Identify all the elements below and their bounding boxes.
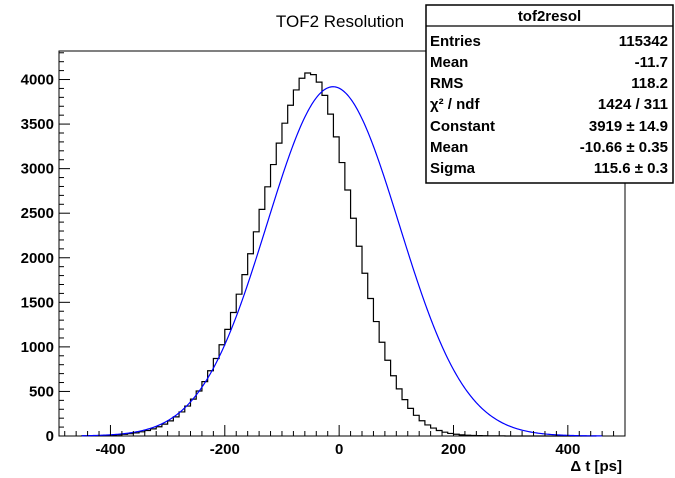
- x-axis-label: Δ t [ps]: [570, 458, 622, 475]
- histogram-bin: [351, 218, 357, 436]
- histogram-bin: [345, 190, 351, 436]
- stats-label-sigma: Sigma: [430, 160, 476, 177]
- histogram-bin: [196, 391, 202, 436]
- histogram-bin: [362, 273, 368, 436]
- histogram-bin: [391, 376, 397, 436]
- histogram-bin: [190, 399, 196, 436]
- stats-label-rms: RMS: [430, 75, 463, 92]
- stats-box: tof2resol Entries 115342 Mean -11.7 RMS …: [425, 4, 674, 184]
- stats-label-constant: Constant: [430, 118, 495, 135]
- histogram-bin: [419, 421, 425, 436]
- histogram-bin: [208, 371, 214, 436]
- histogram-bin: [311, 75, 317, 436]
- histogram-bin: [179, 412, 185, 436]
- stats-value-rms: 118.2: [631, 75, 668, 92]
- histogram-bin: [396, 389, 402, 436]
- y-tick-label: 1000: [21, 339, 54, 356]
- x-tick-label: 400: [555, 441, 580, 458]
- stats-box-frame: [425, 4, 674, 184]
- histogram-outline: [81, 72, 597, 437]
- histogram-bin: [328, 114, 334, 436]
- histogram-bin: [253, 232, 259, 436]
- histogram-bin: [379, 342, 385, 436]
- histogram-bin: [368, 298, 374, 436]
- histogram-bin: [402, 400, 408, 436]
- y-tick-label: 3000: [21, 161, 54, 178]
- fit-layer: [81, 86, 603, 437]
- histogram-bin: [322, 95, 328, 436]
- stats-value-sigma: 115.6 ± 0.3: [594, 160, 668, 177]
- histogram-bin: [425, 425, 431, 436]
- histogram-bin: [436, 430, 442, 436]
- stats-box-title: tof2resol: [518, 8, 581, 25]
- histogram-bin: [408, 408, 414, 436]
- stats-value-fit-mean: -10.66 ± 0.35: [580, 139, 668, 156]
- histogram-bin: [139, 432, 145, 436]
- x-tick-label: 200: [441, 441, 466, 458]
- stats-label-mean: Mean: [430, 54, 468, 71]
- stats-label-chi2: χ² / ndf: [430, 96, 480, 113]
- stats-value-mean: -11.7: [635, 54, 668, 71]
- histogram-bin: [173, 417, 179, 436]
- stats-value-entries: 115342: [619, 33, 668, 50]
- histogram-bin: [265, 187, 271, 436]
- gaussian-fit-curve: [81, 86, 603, 437]
- histogram-bin: [373, 322, 379, 436]
- histogram-bin: [168, 421, 174, 436]
- stats-label-fit-mean: Mean: [430, 139, 468, 156]
- histogram-bin: [305, 73, 311, 436]
- histogram-bin: [225, 329, 231, 436]
- histogram-bin: [145, 430, 151, 436]
- histogram-bin: [150, 429, 156, 436]
- stats-label-entries: Entries: [430, 33, 481, 50]
- chart-title: TOF2 Resolution: [276, 12, 404, 31]
- histogram-bin: [231, 312, 237, 436]
- histogram-bin: [339, 163, 345, 436]
- histogram-bin: [288, 105, 294, 436]
- histogram-bin: [385, 360, 391, 436]
- y-tick-label: 3500: [21, 116, 54, 133]
- histogram-bin: [299, 78, 305, 436]
- histogram-bin: [213, 358, 219, 436]
- y-tick-label: 4000: [21, 72, 54, 89]
- y-tick-label: 0: [46, 428, 54, 445]
- stats-value-chi2: 1424 / 311: [598, 96, 668, 113]
- histogram-bin: [202, 382, 208, 436]
- y-tick-label: 2500: [21, 205, 54, 222]
- histogram-bin: [413, 415, 419, 436]
- axis-layer: -400 -200 0 200 4000500100015002000250030003…: [21, 52, 626, 458]
- x-tick-label: 0: [335, 441, 343, 458]
- histogram-bin: [162, 424, 168, 436]
- histogram-bin: [156, 427, 162, 436]
- histogram-bin: [431, 428, 437, 436]
- y-tick-label: 2000: [21, 250, 54, 267]
- stats-value-constant: 3919 ± 14.9: [589, 118, 668, 135]
- histogram-bin: [219, 345, 225, 436]
- histogram-layer: [81, 72, 597, 437]
- histogram-bin: [333, 137, 339, 436]
- histogram-bin: [356, 246, 362, 436]
- histogram-bin: [185, 406, 191, 436]
- x-tick-label: -200: [210, 441, 240, 458]
- y-tick-label: 500: [29, 383, 54, 400]
- x-tick-label: -400: [95, 441, 125, 458]
- histogram-bin: [316, 82, 322, 436]
- y-tick-label: 1500: [21, 294, 54, 311]
- histogram-bin: [259, 209, 265, 436]
